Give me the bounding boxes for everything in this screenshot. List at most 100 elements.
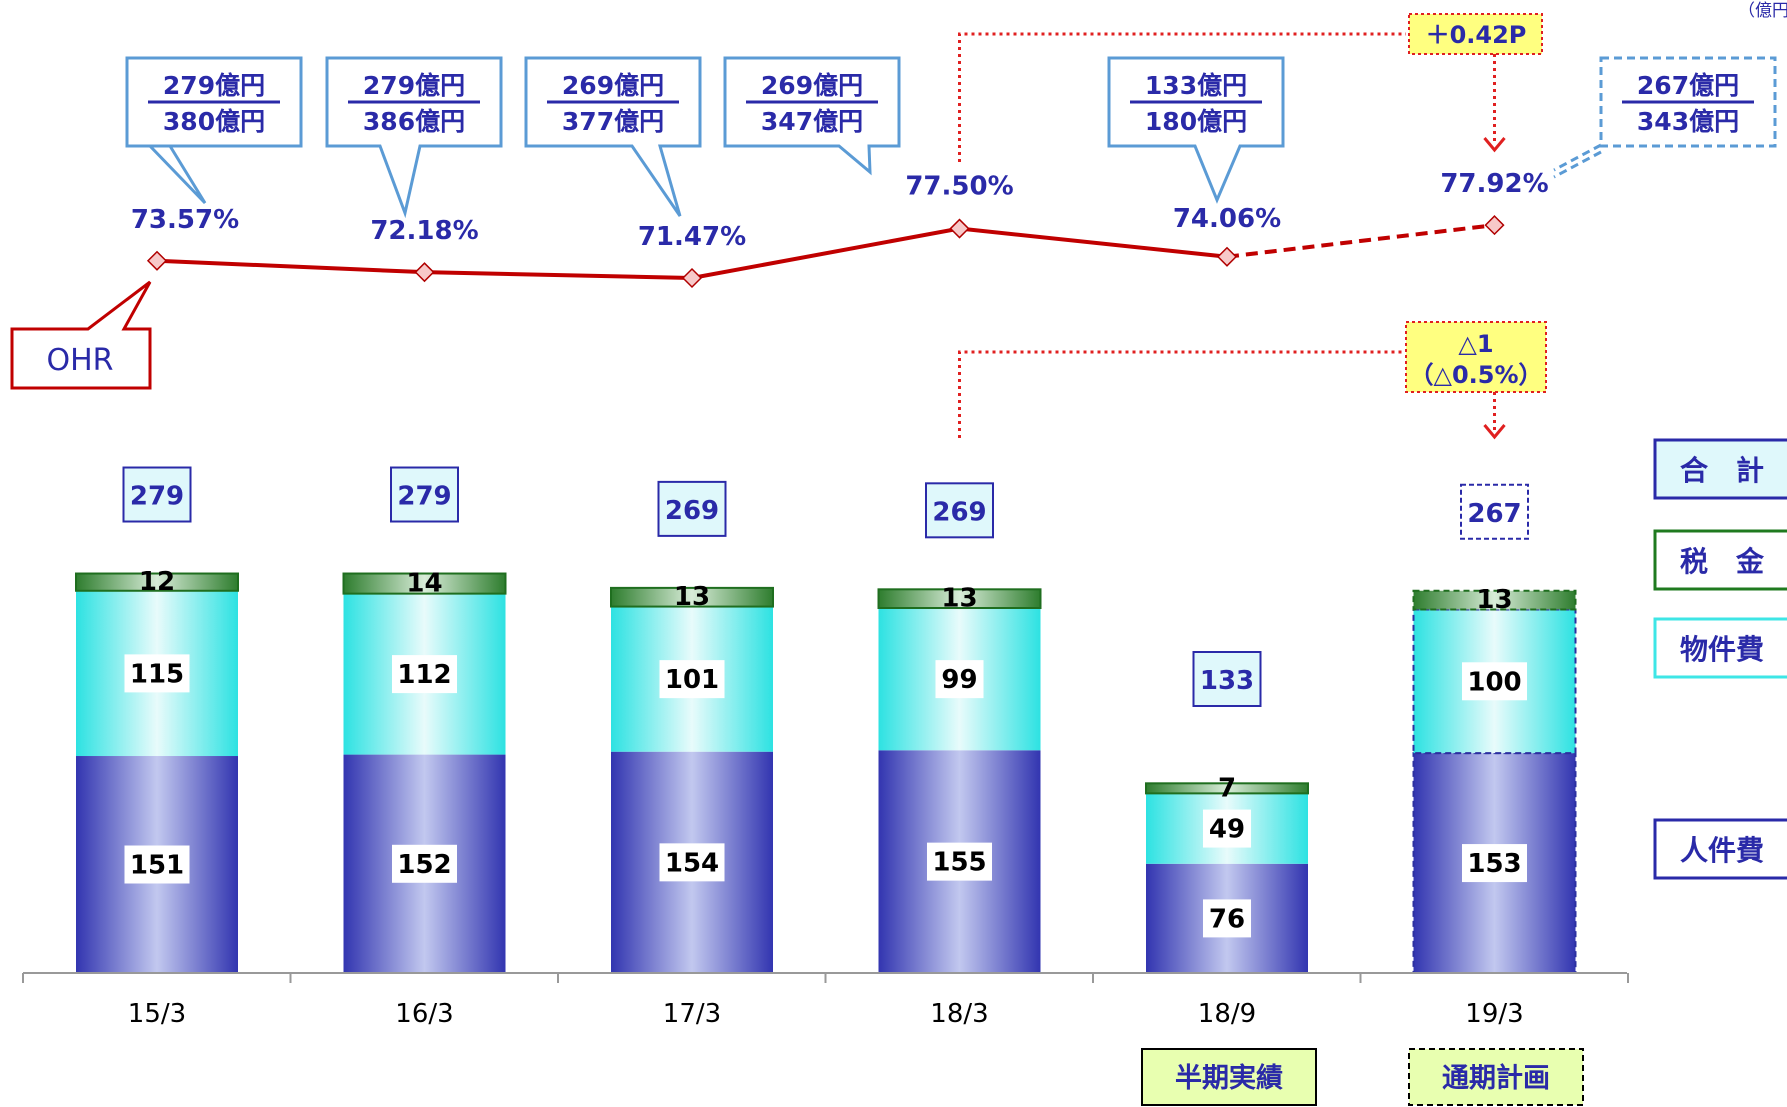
legend-box-3 — [1653, 818, 1787, 880]
value-label-税金-18-9: 7 — [1218, 773, 1236, 803]
bar-税金-19-3 — [1412, 589, 1577, 611]
x-axis: 15/3 16/3 17/3 18/3 18/9 19/3 半期実績 通期計画 — [22, 972, 1629, 1106]
callout-forecast-pointer — [1553, 143, 1602, 179]
value-label-bg — [1203, 899, 1251, 938]
ohr-marker-17-3 — [681, 267, 703, 289]
callout-numerator: 269億円 — [761, 71, 863, 100]
callout-numerator: 269億円 — [562, 71, 664, 100]
ohr-series-label: OHR — [46, 343, 113, 378]
total-box-19-3 — [1460, 483, 1529, 540]
ohr-value-15-3: 73.57% — [131, 205, 239, 235]
bars-layer: 151 115 12 279 152 112 14 279 154 101 13 269 155 99 13… — [75, 466, 1577, 974]
value-label-物件費-18-3: 99 — [941, 665, 977, 695]
callout-denominator: 386億円 — [363, 107, 465, 136]
ohr-change-arrowhead — [1483, 137, 1506, 153]
ohr-line-forecast — [1226, 223, 1495, 259]
ohr-marker-16-3 — [414, 262, 435, 283]
value-label-人件費-18-3: 155 — [932, 848, 986, 878]
bar-stack-15-3: 151 115 12 279 — [75, 466, 239, 973]
callout-18-3: 269億円 347億円 — [723, 56, 901, 176]
ohr-marker-15-3 — [146, 250, 168, 271]
period-tag-full-bg — [1408, 1048, 1584, 1106]
value-label-人件費-19-3: 153 — [1467, 849, 1521, 879]
callout-frame — [125, 56, 303, 205]
ohr-marker-19-3 — [1484, 215, 1505, 236]
total-change-box — [1405, 321, 1547, 393]
legend-label-1: 税 金 — [1680, 545, 1765, 578]
total-change-line2: （△0.5%） — [1409, 361, 1542, 389]
callout-denominator: 380億円 — [163, 107, 265, 136]
total-label-15-3: 279 — [130, 482, 184, 512]
value-label-人件費-15-3: 151 — [130, 851, 184, 881]
legend-label-3: 人件費 — [1680, 834, 1764, 867]
value-label-物件費-16-3: 112 — [397, 660, 451, 690]
value-label-bg — [124, 654, 190, 693]
unit-label: （億円 — [1738, 1, 1787, 21]
value-label-bg — [935, 660, 984, 699]
ohr-marker-18-3 — [949, 218, 970, 239]
bar-税金-18-3 — [877, 588, 1042, 610]
value-label-税金-16-3: 14 — [406, 569, 442, 599]
x-tick-label-18-9: 18/9 — [1198, 999, 1256, 1029]
total-box-16-3 — [390, 466, 459, 523]
x-tick-label-18-3: 18/3 — [930, 999, 988, 1029]
x-tick-label-19-3: 19/3 — [1465, 999, 1523, 1029]
value-label-税金-17-3: 13 — [674, 582, 710, 612]
callout-frame — [325, 56, 503, 219]
legend-label-2: 物件費 — [1680, 633, 1764, 666]
x-tick-label-15-3: 15/3 — [128, 999, 186, 1029]
value-label-税金-15-3: 12 — [139, 567, 175, 597]
ohr-value-18-9: 74.06% — [1173, 204, 1281, 234]
callout-layer: 279億円 380億円 279億円 386億円 269億円 377億円 269億円 347億円… — [125, 56, 1777, 219]
period-tag-half-bg — [1141, 1048, 1317, 1106]
ohr-series-box — [10, 280, 152, 390]
total-box-15-3 — [122, 466, 192, 523]
total-change-connector — [958, 350, 1405, 438]
total-label-19-3: 267 — [1467, 499, 1521, 529]
total-label-18-3: 269 — [932, 497, 986, 527]
x-tick-label-17-3: 17/3 — [663, 999, 721, 1029]
ohr-value-17-3: 71.47% — [638, 222, 746, 252]
legend-label-0: 合 計 — [1680, 454, 1764, 487]
bar-stack-19-3: 153 100 13 267 — [1412, 483, 1577, 974]
callout-frame — [723, 56, 901, 176]
total-box-18-3 — [925, 482, 994, 539]
value-label-bg — [1203, 809, 1251, 848]
callout-19-3: 267億円 343億円 — [1599, 56, 1777, 148]
ohr-value-16-3: 72.18% — [370, 216, 478, 246]
bar-stack-18-9: 76 49 7 133 — [1145, 651, 1309, 973]
value-label-物件費-18-9: 49 — [1209, 815, 1245, 845]
bar-税金-16-3 — [342, 572, 507, 595]
total-label-17-3: 269 — [665, 496, 719, 526]
ohr-change-box — [1408, 13, 1543, 55]
period-tag-half: 半期実績 — [1175, 1062, 1283, 1094]
total-change-line1: △1 — [1458, 330, 1493, 358]
value-label-bg — [392, 844, 457, 883]
ohr-marker-18-9 — [1216, 246, 1238, 267]
ohr-change-connector — [958, 32, 1406, 162]
value-label-bg — [1462, 844, 1527, 883]
period-tag-full: 通期計画 — [1442, 1062, 1550, 1094]
value-label-bg — [392, 655, 457, 694]
callout-frame — [1107, 56, 1285, 204]
value-label-bg — [659, 660, 725, 699]
total-label-18-9: 133 — [1200, 666, 1254, 696]
value-label-bg — [124, 845, 190, 884]
legend-box-2 — [1653, 617, 1787, 679]
callout-denominator: 343億円 — [1637, 107, 1739, 136]
legend-box-1 — [1653, 529, 1787, 591]
callout-18-9: 133億円 180億円 — [1107, 56, 1285, 204]
callout-numerator: 133億円 — [1145, 71, 1247, 100]
callout-17-3: 269億円 377億円 — [524, 56, 702, 217]
callout-16-3: 279億円 386億円 — [325, 56, 503, 219]
value-label-物件費-15-3: 115 — [130, 659, 184, 689]
total-change-arrowhead — [1483, 424, 1506, 440]
ohr-value-18-3: 77.50% — [905, 172, 1013, 202]
value-label-bg — [1462, 662, 1527, 701]
bar-stack-17-3: 154 101 13 269 — [610, 480, 774, 973]
callout-15-3: 279億円 380億円 — [125, 56, 303, 205]
total-box-17-3 — [657, 480, 727, 537]
value-label-税金-18-3: 13 — [941, 584, 977, 614]
callout-numerator: 279億円 — [163, 71, 265, 100]
